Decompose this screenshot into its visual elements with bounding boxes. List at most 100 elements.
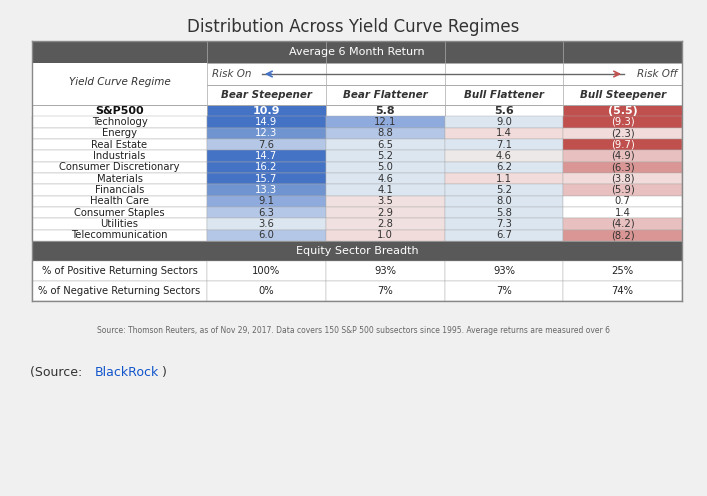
Text: (4.2): (4.2) bbox=[611, 219, 634, 229]
Text: Materials: Materials bbox=[96, 174, 143, 184]
Text: 93%: 93% bbox=[493, 266, 515, 276]
Text: % of Negative Returning Sectors: % of Negative Returning Sectors bbox=[38, 286, 201, 296]
Bar bbox=[445, 105, 563, 117]
Text: Risk On: Risk On bbox=[212, 69, 252, 79]
Text: 6.5: 6.5 bbox=[377, 140, 393, 150]
Bar bbox=[32, 185, 207, 195]
Text: 6.7: 6.7 bbox=[496, 230, 512, 241]
Text: Technology: Technology bbox=[92, 117, 147, 127]
Bar bbox=[32, 281, 207, 301]
Text: 10.9: 10.9 bbox=[252, 106, 280, 116]
Text: Equity Sector Breadth: Equity Sector Breadth bbox=[296, 246, 419, 256]
Text: Average 6 Month Return: Average 6 Month Return bbox=[289, 47, 425, 57]
Bar bbox=[32, 230, 207, 241]
Text: Bear Steepener: Bear Steepener bbox=[221, 90, 312, 100]
Text: (5.9): (5.9) bbox=[611, 185, 634, 195]
Text: 16.2: 16.2 bbox=[255, 162, 278, 172]
Bar bbox=[563, 150, 682, 162]
Text: Yield Curve Regime: Yield Curve Regime bbox=[69, 77, 170, 87]
Bar bbox=[445, 195, 563, 207]
Text: 5.6: 5.6 bbox=[494, 106, 514, 116]
Text: 8.8: 8.8 bbox=[378, 128, 393, 138]
Text: Bull Flattener: Bull Flattener bbox=[464, 90, 544, 100]
Bar bbox=[326, 139, 445, 150]
Bar bbox=[563, 127, 682, 139]
Bar bbox=[32, 150, 207, 162]
Text: 0%: 0% bbox=[259, 286, 274, 296]
Text: Health Care: Health Care bbox=[90, 196, 149, 206]
Bar bbox=[207, 127, 326, 139]
Text: (8.2): (8.2) bbox=[611, 230, 634, 241]
Bar bbox=[32, 117, 207, 127]
Bar bbox=[207, 162, 326, 173]
Bar bbox=[326, 150, 445, 162]
Bar bbox=[563, 173, 682, 185]
Text: (9.7): (9.7) bbox=[611, 140, 634, 150]
Bar bbox=[326, 173, 445, 185]
Bar bbox=[32, 63, 682, 85]
Bar bbox=[207, 173, 326, 185]
Text: Energy: Energy bbox=[102, 128, 137, 138]
Text: Consumer Discretionary: Consumer Discretionary bbox=[59, 162, 180, 172]
Text: 2.8: 2.8 bbox=[378, 219, 393, 229]
Bar bbox=[563, 117, 682, 127]
Text: 6.2: 6.2 bbox=[496, 162, 512, 172]
Bar bbox=[445, 127, 563, 139]
Text: % of Positive Returning Sectors: % of Positive Returning Sectors bbox=[42, 266, 197, 276]
Bar bbox=[563, 230, 682, 241]
Text: 7.6: 7.6 bbox=[258, 140, 274, 150]
Text: 12.1: 12.1 bbox=[374, 117, 397, 127]
Bar bbox=[445, 117, 563, 127]
Text: 4.1: 4.1 bbox=[378, 185, 393, 195]
Text: 7.3: 7.3 bbox=[496, 219, 512, 229]
Text: 0.7: 0.7 bbox=[614, 196, 631, 206]
Text: 25%: 25% bbox=[612, 266, 633, 276]
Bar bbox=[32, 173, 207, 185]
Bar bbox=[563, 139, 682, 150]
Bar bbox=[563, 218, 682, 230]
Text: S&P500: S&P500 bbox=[95, 106, 144, 116]
Text: 9.0: 9.0 bbox=[496, 117, 512, 127]
Bar bbox=[563, 207, 682, 218]
Text: 1.4: 1.4 bbox=[614, 208, 631, 218]
Text: 3.5: 3.5 bbox=[378, 196, 393, 206]
Bar bbox=[326, 261, 445, 281]
Text: 7.1: 7.1 bbox=[496, 140, 512, 150]
Text: 13.3: 13.3 bbox=[255, 185, 277, 195]
Bar bbox=[207, 207, 326, 218]
Text: 3.6: 3.6 bbox=[259, 219, 274, 229]
Bar bbox=[207, 117, 326, 127]
Text: 12.3: 12.3 bbox=[255, 128, 278, 138]
Bar bbox=[32, 241, 682, 261]
Text: (3.8): (3.8) bbox=[611, 174, 634, 184]
Bar bbox=[326, 218, 445, 230]
Bar bbox=[32, 41, 682, 301]
Text: 7%: 7% bbox=[378, 286, 393, 296]
Text: 6.3: 6.3 bbox=[259, 208, 274, 218]
Bar bbox=[326, 185, 445, 195]
Text: 5.2: 5.2 bbox=[496, 185, 512, 195]
Bar bbox=[445, 162, 563, 173]
Bar bbox=[563, 195, 682, 207]
Bar bbox=[326, 281, 445, 301]
Text: Industrials: Industrials bbox=[93, 151, 146, 161]
Bar bbox=[32, 41, 682, 63]
Text: ): ) bbox=[162, 366, 167, 379]
Text: (9.3): (9.3) bbox=[611, 117, 634, 127]
Bar bbox=[445, 218, 563, 230]
Bar bbox=[32, 162, 207, 173]
Bar bbox=[32, 261, 207, 281]
Text: Distribution Across Yield Curve Regimes: Distribution Across Yield Curve Regimes bbox=[187, 18, 520, 36]
Text: 5.8: 5.8 bbox=[375, 106, 395, 116]
Text: Bull Steepener: Bull Steepener bbox=[580, 90, 666, 100]
Bar bbox=[32, 139, 207, 150]
Bar bbox=[563, 261, 682, 281]
Text: (5.5): (5.5) bbox=[608, 106, 638, 116]
Text: 14.7: 14.7 bbox=[255, 151, 278, 161]
Bar bbox=[563, 162, 682, 173]
Bar bbox=[445, 230, 563, 241]
Text: 5.2: 5.2 bbox=[377, 151, 393, 161]
Bar bbox=[207, 261, 326, 281]
Bar bbox=[445, 281, 563, 301]
Bar bbox=[207, 218, 326, 230]
